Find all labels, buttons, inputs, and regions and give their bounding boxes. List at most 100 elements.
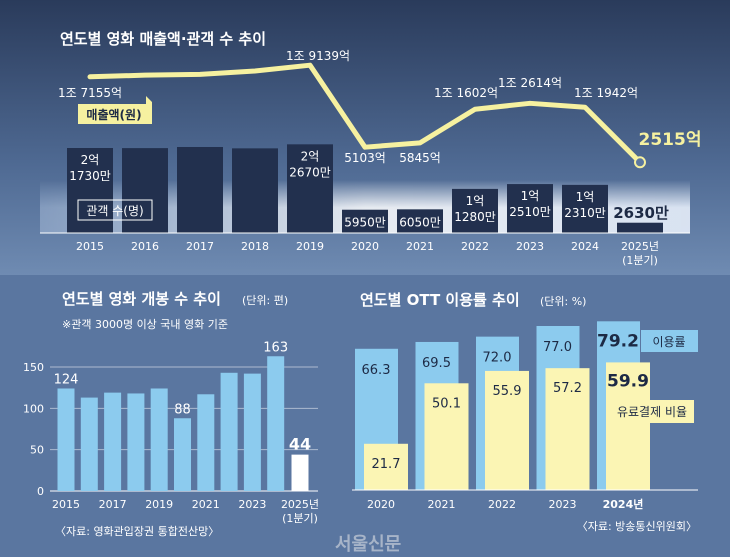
paid-bar xyxy=(485,370,529,490)
chart-title: 연도별 영화 매출액·관객 수 추이 xyxy=(60,30,266,48)
y-tick-label: 150 xyxy=(23,361,44,374)
audience-legend-label: 관객 수(명) xyxy=(86,204,143,218)
x-tick-label: 2024 xyxy=(571,240,599,253)
source-note: 〈자료: 방송통신위원회〉 xyxy=(577,520,697,533)
release-bar xyxy=(197,394,215,491)
bar-value-label: 2630만 xyxy=(613,204,669,222)
x-tick-label: 2022 xyxy=(488,498,516,511)
paid-value-label: 50.1 xyxy=(432,396,461,411)
unit-note: (단위: 편) xyxy=(242,294,288,307)
paid-value-label: 59.9 xyxy=(607,371,649,391)
paid-bar xyxy=(545,368,590,490)
bar-value-label: 44 xyxy=(289,435,311,454)
source-note: 〈자료: 영화관입장권 통합전산망〉 xyxy=(55,525,219,538)
x-tick-label: 2016 xyxy=(131,240,159,253)
x-tick-label: 2019 xyxy=(296,240,324,253)
x-tick-label: 2023 xyxy=(549,498,577,511)
release-bar xyxy=(57,388,75,491)
bar-value-label: 5950만 xyxy=(344,216,386,230)
audience-bar xyxy=(67,148,113,233)
bar-value-label: 1억 1280만 xyxy=(454,194,496,224)
line-value-label: 1조 9139억 xyxy=(286,49,350,63)
paid-legend-box xyxy=(610,400,694,423)
audience-bar xyxy=(342,209,388,233)
release-bar xyxy=(267,356,285,491)
revenue-point-2025 xyxy=(634,156,646,169)
release-bar xyxy=(243,373,261,491)
release-bar xyxy=(291,454,309,491)
usage-value-label: 66.3 xyxy=(362,363,391,378)
paid-value-label: 57.2 xyxy=(553,381,582,396)
bar-value-label: 163 xyxy=(263,340,288,355)
usage-value-label: 77.0 xyxy=(543,340,572,355)
line-value-label: 5845억 xyxy=(399,151,441,165)
release-bar xyxy=(220,372,238,491)
chart-subtitle: ※관객 3000명 이상 국내 영화 기준 xyxy=(62,318,228,331)
x-tick-label: 2021 xyxy=(428,498,456,511)
audience-bar xyxy=(507,184,553,233)
x-tick-label: 2019 xyxy=(145,498,173,511)
audience-bar xyxy=(562,184,608,233)
release-bar xyxy=(174,418,191,491)
y-tick-label: 100 xyxy=(23,402,44,415)
line-value-label: 1조 1942억 xyxy=(574,86,638,100)
x-tick-label: 2017 xyxy=(99,498,127,511)
audience-bar xyxy=(397,209,443,233)
revenue-line xyxy=(87,62,643,165)
line-value-label: 5103억 xyxy=(344,151,386,165)
x-tick-label: 2025년 (1분기) xyxy=(281,498,319,525)
x-tick-label: 2015 xyxy=(76,240,104,253)
line-value-label: 1조 1602억 xyxy=(434,86,498,100)
line-value-label: 1조 7155억 xyxy=(58,86,122,100)
x-tick-label: 2021 xyxy=(406,240,434,253)
audience-bar xyxy=(177,146,223,233)
audience-legend-box xyxy=(77,199,153,221)
line-value-label: 1조 2614억 xyxy=(498,76,562,90)
release-bar xyxy=(127,393,145,491)
bar-value-label: 88 xyxy=(174,402,191,417)
release-bar xyxy=(150,388,168,491)
x-tick-label: 2025년 (1분기) xyxy=(621,240,659,267)
usage-value-label: 72.0 xyxy=(483,351,512,366)
x-tick-label: 2022 xyxy=(461,240,489,253)
usage-legend-label: 이용률 xyxy=(652,335,685,349)
x-tick-label: 2020 xyxy=(351,240,379,253)
audience-bar xyxy=(287,144,333,233)
line-value-label: 2515억 xyxy=(639,130,702,150)
x-tick-label: 2018 xyxy=(241,240,269,253)
paid-bar xyxy=(606,362,650,490)
release-bar xyxy=(104,392,122,491)
audience-bar xyxy=(617,222,663,233)
audience-bar xyxy=(232,148,278,233)
bar-value-label: 1억 2310만 xyxy=(564,190,606,220)
release-bar xyxy=(80,397,98,491)
x-tick-label: 2017 xyxy=(186,240,214,253)
x-tick-label: 2023 xyxy=(238,498,266,511)
watermark-logo: 서울신문 xyxy=(335,534,401,555)
paid-value-label: 55.9 xyxy=(493,384,522,399)
paid-bar xyxy=(424,383,469,490)
bar-value-label: 2억 1730만 xyxy=(69,153,111,183)
revenue-legend-box xyxy=(78,96,152,124)
paid-legend-label: 유료결제 비율 xyxy=(617,405,687,419)
bar-value-label: 6050만 xyxy=(399,215,441,229)
paid-value-label: 21.7 xyxy=(372,457,401,472)
bar-value-label: 2억 2670만 xyxy=(289,149,331,179)
unit-note: (단위: %) xyxy=(540,295,586,308)
x-tick-label: 2021 xyxy=(192,498,220,511)
revenue-legend-label: 매출액(원) xyxy=(86,107,141,122)
x-tick-label: 2015 xyxy=(52,498,80,511)
usage-value-label: 79.2 xyxy=(597,331,639,351)
x-tick-label: 2024년 xyxy=(603,497,644,511)
audience-bar xyxy=(452,188,498,233)
y-tick-label: 0 xyxy=(37,485,44,498)
bar-value-label: 1억 2510만 xyxy=(509,189,551,219)
y-tick-label: 50 xyxy=(30,444,44,457)
bar-value-label: 124 xyxy=(54,372,79,387)
paid-bar xyxy=(364,443,408,490)
usage-legend-box xyxy=(641,330,698,352)
x-tick-label: 2020 xyxy=(367,498,395,511)
x-tick-label: 2023 xyxy=(516,240,544,253)
chart-title: 연도별 OTT 이용률 추이 xyxy=(360,291,520,309)
